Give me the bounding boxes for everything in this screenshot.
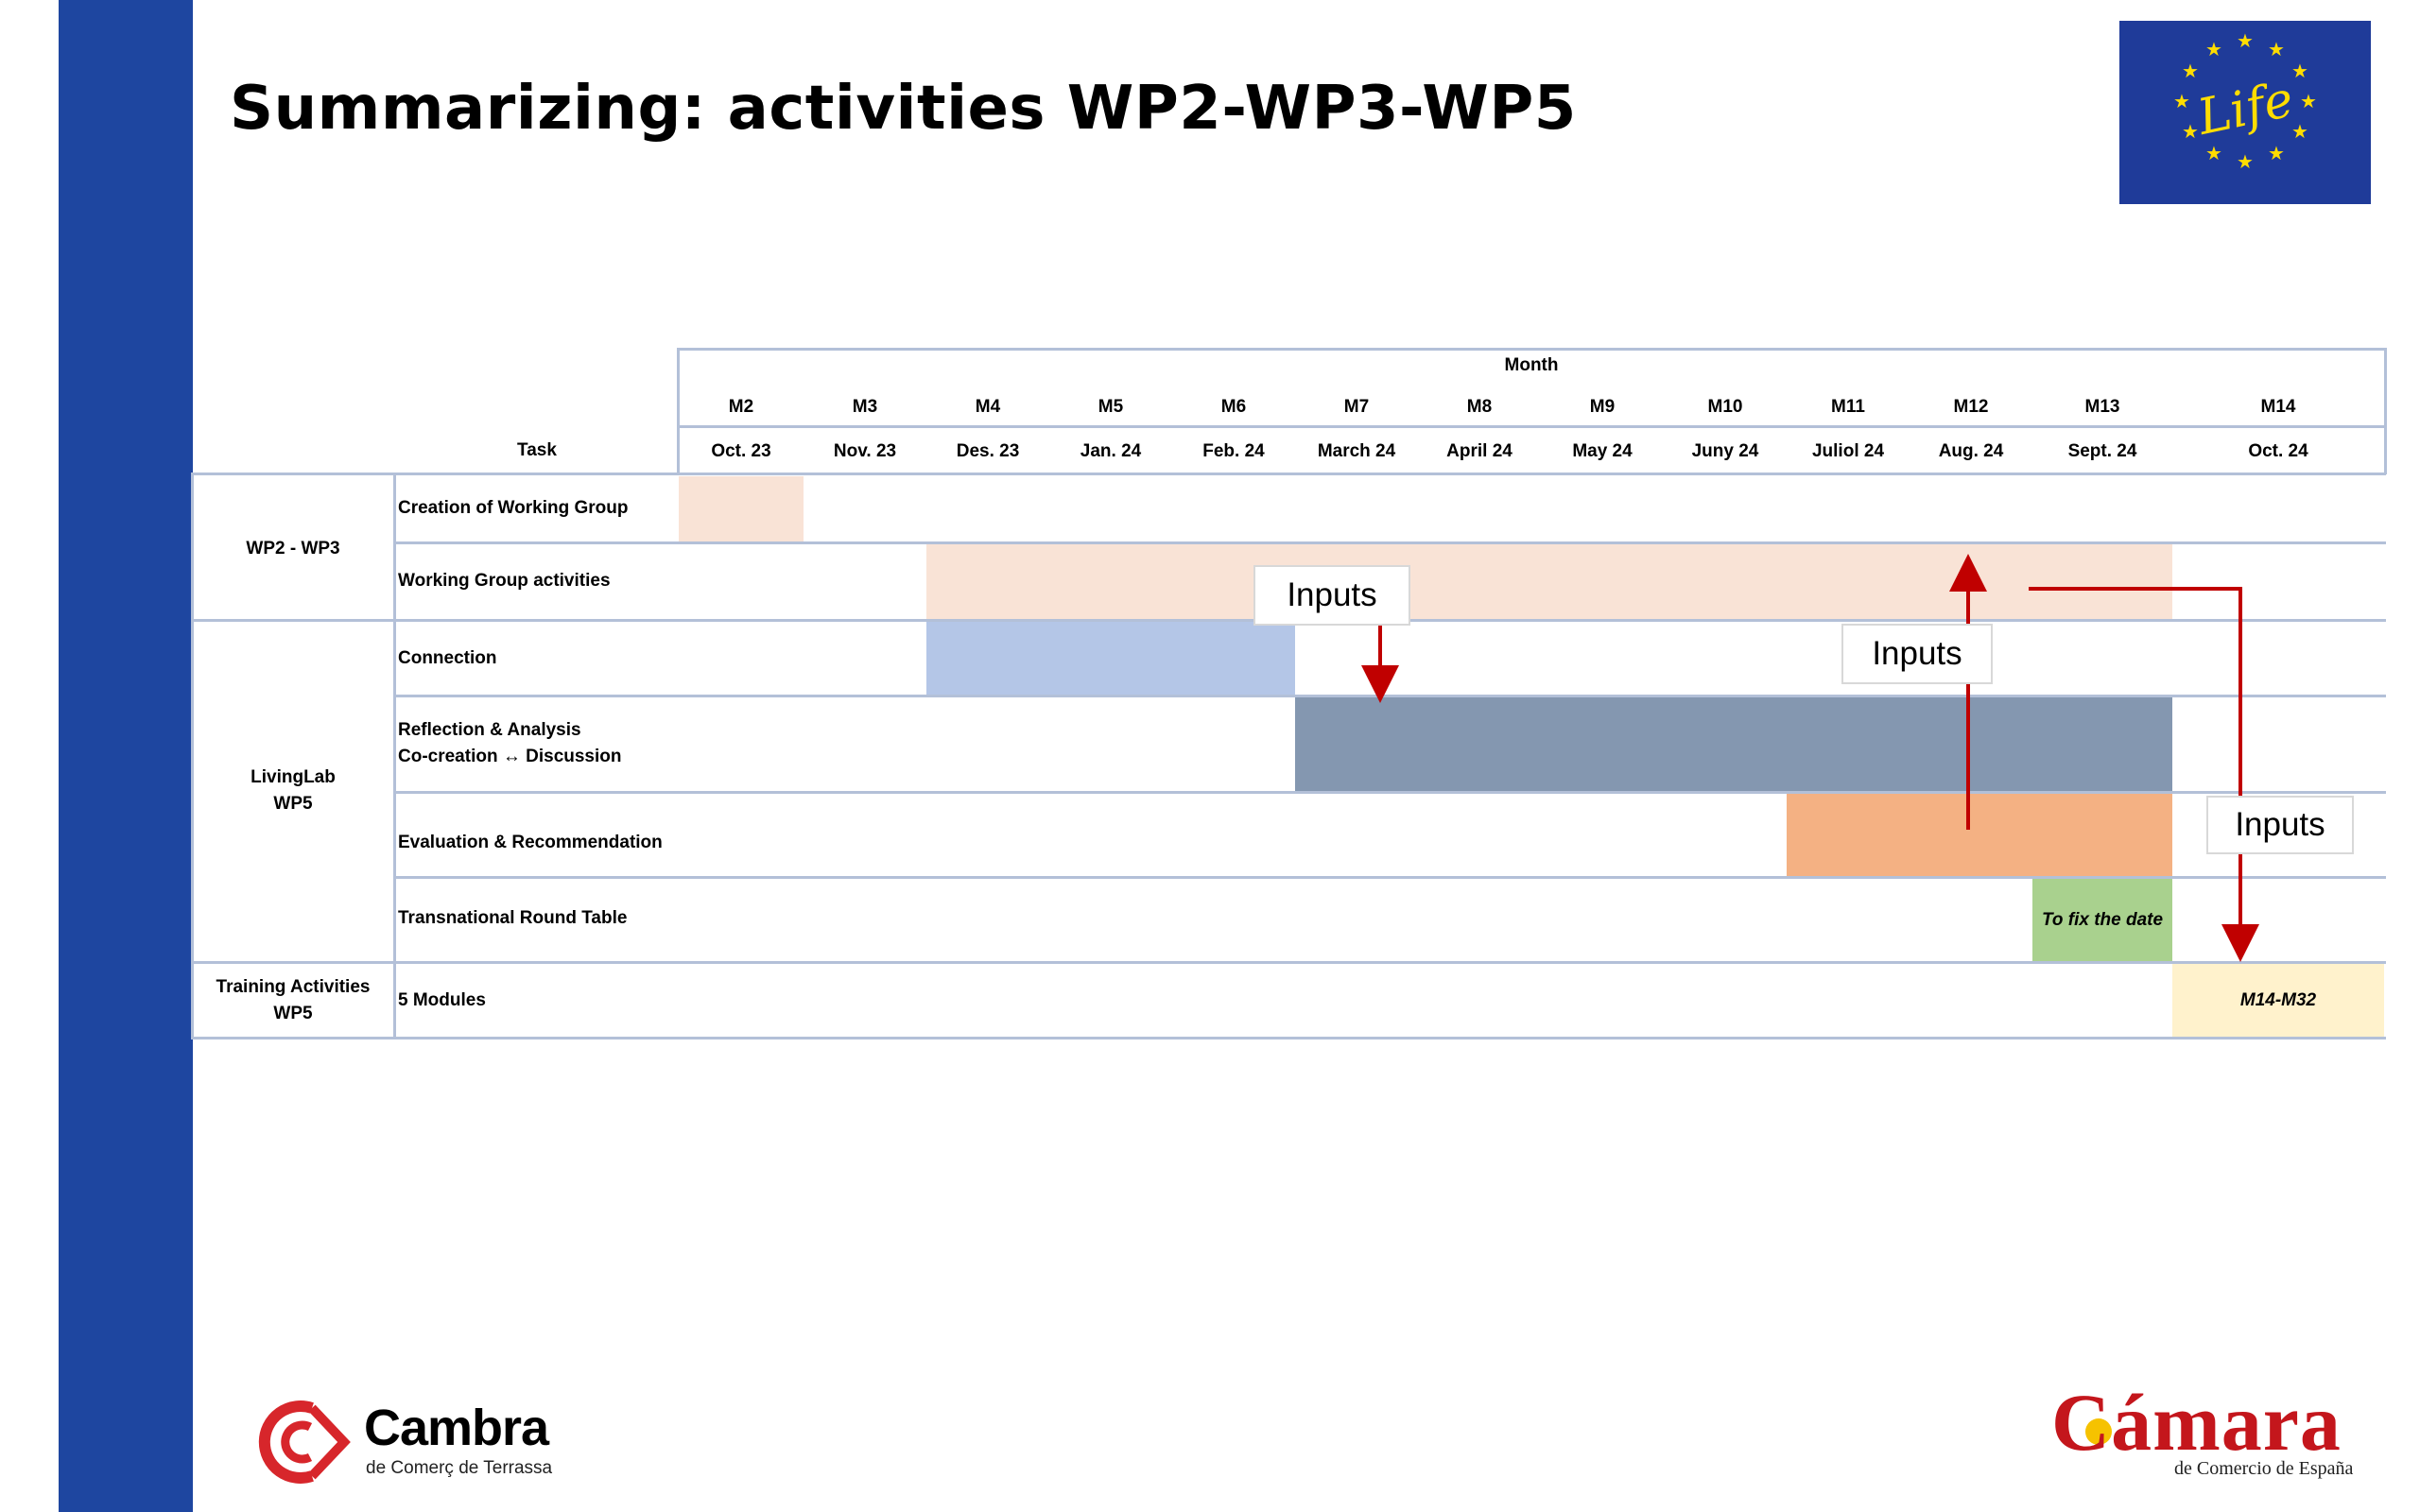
group-column-left bbox=[191, 472, 194, 1040]
task-name: Reflection & Analysis bbox=[398, 720, 581, 740]
month-code-m10: M10 bbox=[1707, 397, 1743, 417]
inputs-callout: Inputs bbox=[1253, 565, 1410, 626]
group-label: LivingLab bbox=[251, 767, 336, 787]
inputs-callout: Inputs bbox=[2206, 796, 2354, 854]
gantt-bar-label: M14-M32 bbox=[2239, 990, 2317, 1010]
eu-life-logo: ★ ★★ ★★★ ★★★ ★★★ Life bbox=[2119, 21, 2371, 204]
month-date-m2: Oct. 23 bbox=[711, 441, 771, 461]
gantt-bar-label: To fix the date bbox=[2041, 910, 2164, 930]
task-name: Working Group activities bbox=[398, 571, 611, 591]
month-date-m3: Nov. 23 bbox=[833, 441, 897, 461]
row-separator bbox=[393, 791, 2386, 794]
camara-crown-icon bbox=[2085, 1418, 2112, 1445]
month-code-m13: M13 bbox=[2084, 397, 2120, 417]
month-code-m6: M6 bbox=[1220, 397, 1247, 417]
svg-text:★: ★ bbox=[2300, 90, 2317, 112]
header-bottom-line bbox=[191, 472, 2386, 475]
svg-text:★: ★ bbox=[2237, 29, 2254, 52]
month-code-m14: M14 bbox=[2260, 397, 2296, 417]
task-name: Connection bbox=[398, 648, 497, 668]
camara-logo-subtitle: de Comercio de España bbox=[2174, 1458, 2354, 1479]
month-code-m8: M8 bbox=[1466, 397, 1493, 417]
task-name: 5 Modules bbox=[398, 990, 486, 1010]
left-accent-bar bbox=[59, 0, 193, 1512]
gantt-bar bbox=[679, 476, 804, 542]
svg-text:★: ★ bbox=[2237, 150, 2254, 173]
svg-text:★: ★ bbox=[2291, 60, 2308, 82]
row-separator bbox=[393, 876, 2386, 879]
task-name: Evaluation & Recommendation bbox=[398, 833, 663, 852]
svg-text:★: ★ bbox=[2182, 60, 2199, 82]
group-label: Training Activities bbox=[216, 977, 371, 997]
month-code-m11: M11 bbox=[1831, 397, 1865, 417]
svg-text:★: ★ bbox=[2205, 142, 2222, 164]
row-separator bbox=[393, 541, 2386, 544]
svg-text:★: ★ bbox=[2182, 120, 2199, 143]
cambra-logo-icon bbox=[258, 1400, 351, 1484]
slide-title: Summarizing: activities WP2-WP3-WP5 bbox=[230, 74, 1577, 144]
svg-text:★: ★ bbox=[2291, 120, 2308, 143]
row-separator bbox=[191, 961, 2386, 964]
task-column-left bbox=[393, 472, 396, 1040]
month-code-m4: M4 bbox=[975, 397, 1001, 417]
month-date-m4: Des. 23 bbox=[956, 441, 1020, 461]
month-code-m2: M2 bbox=[728, 397, 754, 417]
month-date-m13: Sept. 24 bbox=[2067, 441, 2137, 461]
month-code-m5: M5 bbox=[1098, 397, 1124, 417]
month-date-m6: Feb. 24 bbox=[1202, 441, 1265, 461]
table-bottom-line bbox=[191, 1037, 2386, 1040]
group-label-line2: WP5 bbox=[273, 794, 313, 814]
header-left-line bbox=[677, 348, 680, 474]
month-date-m12: Aug. 24 bbox=[1938, 441, 2004, 461]
month-date-m10: Juny 24 bbox=[1691, 441, 1759, 461]
task-header: Task bbox=[517, 440, 557, 460]
arrow-to-training bbox=[2029, 587, 2259, 962]
month-date-m5: Jan. 24 bbox=[1080, 441, 1142, 461]
month-date-m8: April 24 bbox=[1446, 441, 1512, 461]
month-date-m7: March 24 bbox=[1317, 441, 1396, 461]
month-header: Month bbox=[1504, 355, 1559, 375]
month-date-m11: Juliol 24 bbox=[1811, 441, 1885, 461]
group-label-line2: WP5 bbox=[273, 1004, 313, 1023]
svg-text:★: ★ bbox=[2205, 38, 2222, 60]
header-right-line bbox=[2384, 348, 2387, 474]
gantt-bar bbox=[2032, 879, 2172, 962]
task-name-line2: Co-creation ↔ Discussion bbox=[398, 747, 622, 766]
group-label: WP2 - WP3 bbox=[246, 539, 340, 558]
svg-text:★: ★ bbox=[2268, 142, 2285, 164]
month-code-m9: M9 bbox=[1589, 397, 1616, 417]
gantt-bar bbox=[1787, 794, 2172, 877]
month-code-m3: M3 bbox=[852, 397, 878, 417]
camara-logo-name: Cámara bbox=[2051, 1377, 2342, 1468]
gantt-bar bbox=[2172, 964, 2384, 1038]
task-name: Transnational Round Table bbox=[398, 908, 628, 928]
task-name: Creation of Working Group bbox=[398, 498, 629, 518]
month-date-m9: May 24 bbox=[1572, 441, 1633, 461]
month-date-m14: Oct. 24 bbox=[2248, 441, 2308, 461]
cambra-logo-name: Cambra bbox=[364, 1400, 549, 1456]
svg-text:★: ★ bbox=[2268, 38, 2285, 60]
month-code-m7: M7 bbox=[1343, 397, 1370, 417]
svg-text:★: ★ bbox=[2173, 90, 2190, 112]
gantt-bar bbox=[1295, 697, 2172, 792]
header-top-line bbox=[679, 348, 2386, 351]
month-code-m12: M12 bbox=[1953, 397, 1989, 417]
inputs-callout: Inputs bbox=[1841, 624, 1993, 684]
gantt-bar bbox=[926, 622, 1295, 696]
header-mid-line bbox=[679, 425, 2386, 428]
cambra-logo-subtitle: de Comerç de Terrassa bbox=[366, 1458, 553, 1478]
